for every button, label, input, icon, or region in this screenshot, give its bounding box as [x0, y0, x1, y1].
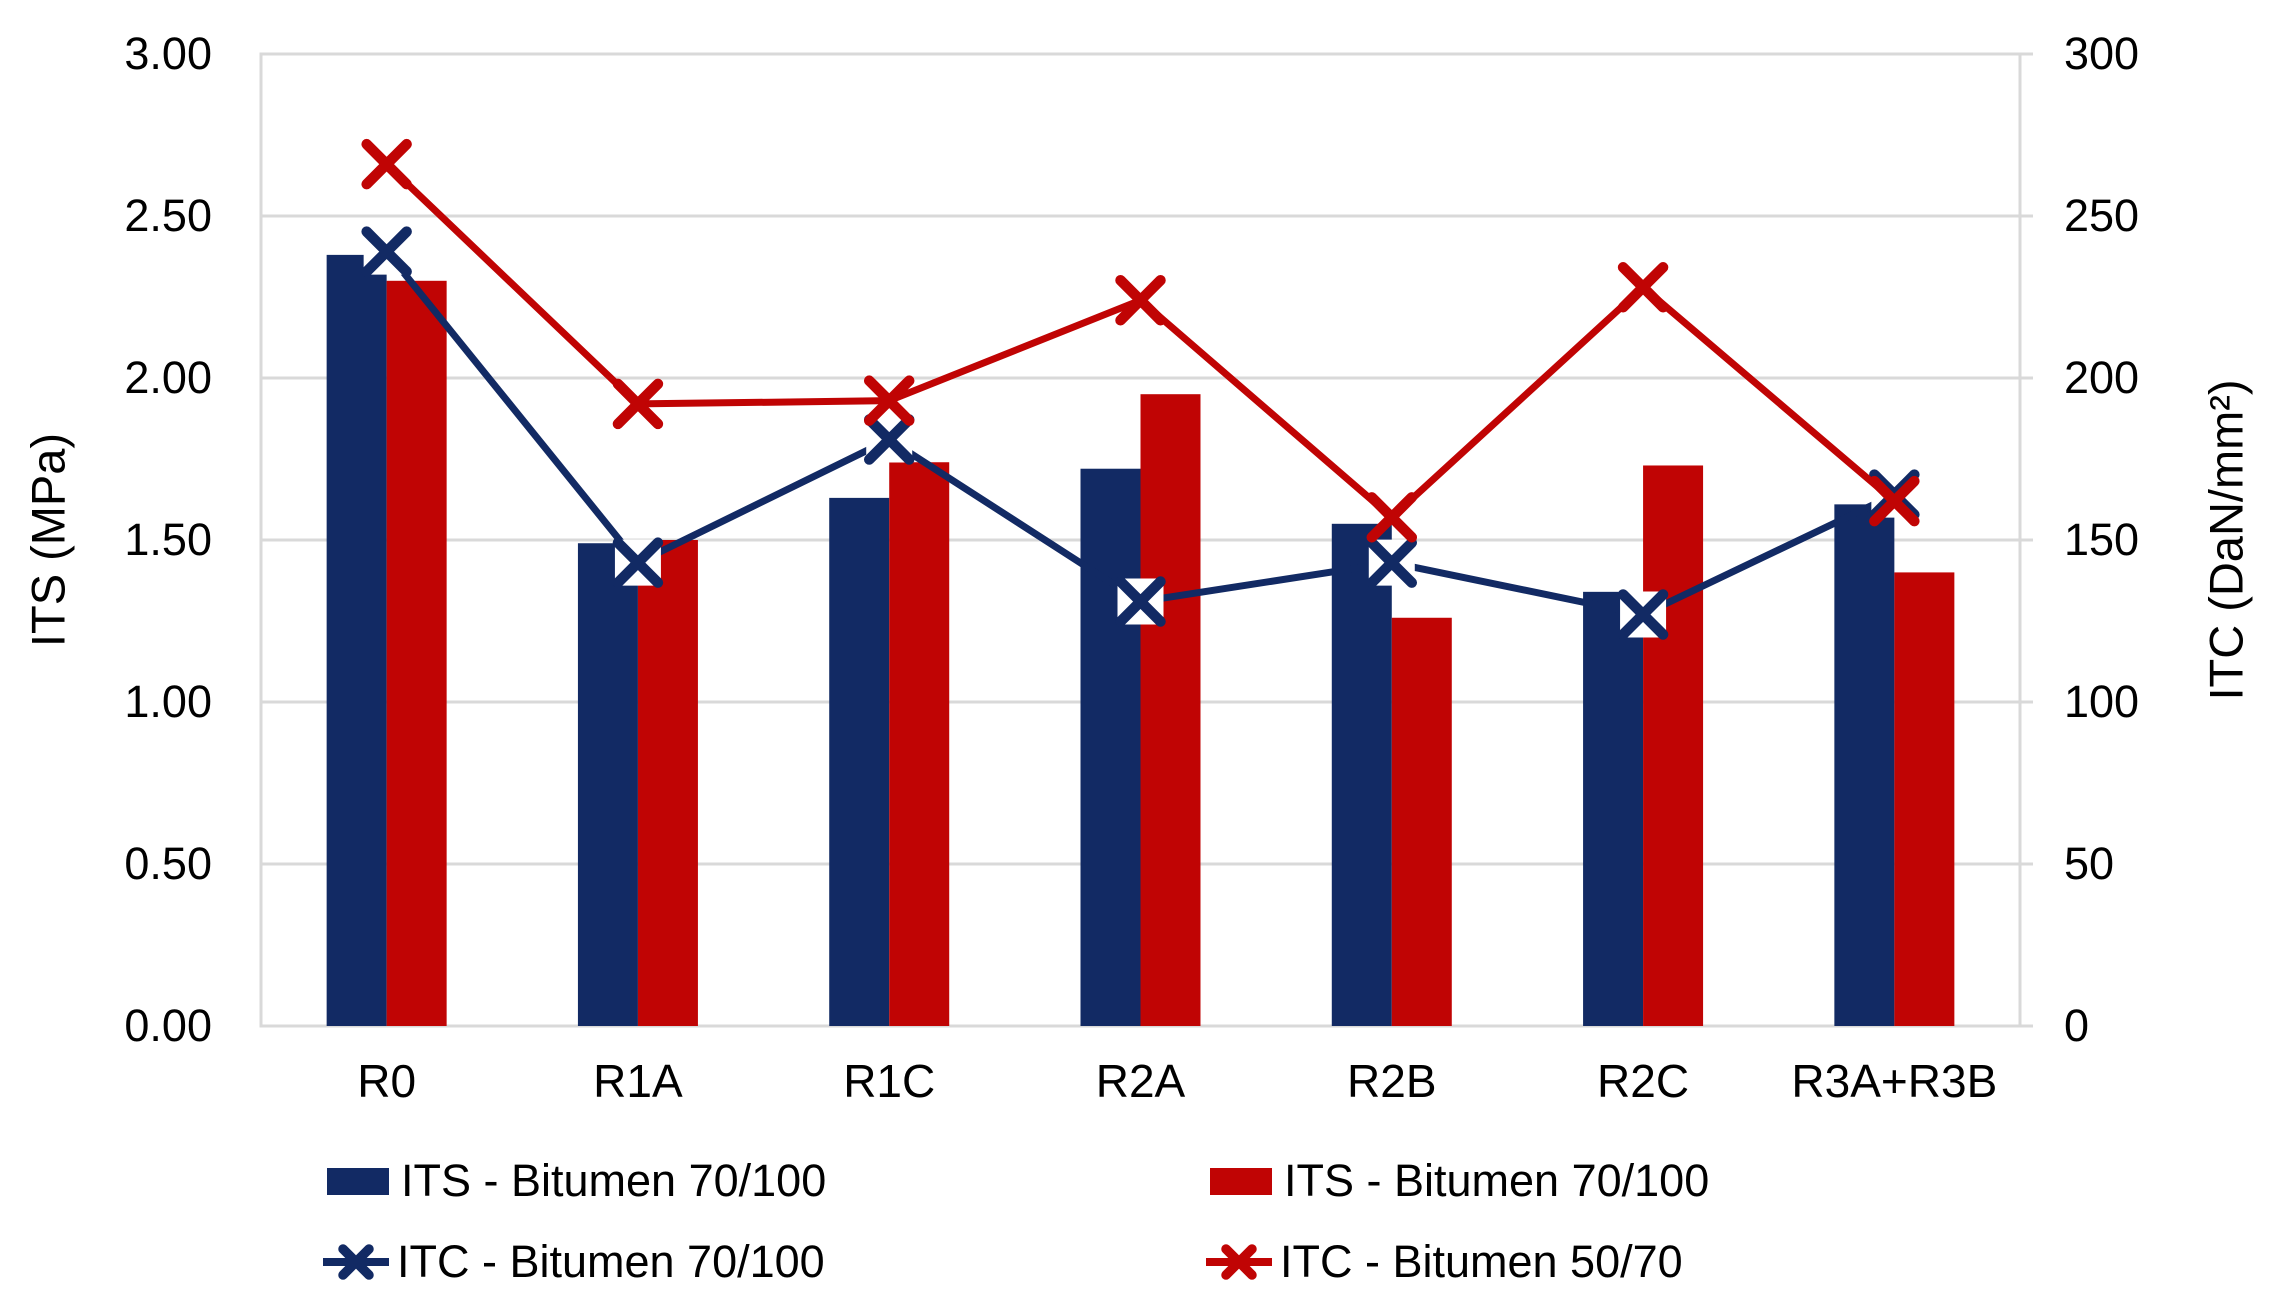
y-tick-right: 200 — [2064, 352, 2140, 403]
legend-label: ITS - Bitumen 70/100 — [401, 1155, 827, 1206]
x-marker-red-R2B — [1366, 492, 1418, 543]
x-category-label-R1C: R1C — [843, 1055, 936, 1107]
bar-red-R2A — [1140, 394, 1201, 1026]
bar-navy-R1C — [829, 497, 890, 1026]
y-tick-right: 100 — [2064, 676, 2140, 727]
legend-item-itc-red: ITC - Bitumen 50/70 — [1206, 1236, 1683, 1288]
x-category-label-R2C: R2C — [1597, 1055, 1690, 1107]
legend-label: ITS - Bitumen 70/100 — [1284, 1155, 1710, 1206]
y-tick-left: 2.50 — [124, 190, 212, 241]
bar-navy-R2C — [1583, 591, 1644, 1026]
legend-item-itc-navy: ITC - Bitumen 70/100 — [323, 1236, 825, 1288]
y-tick-right: 300 — [2064, 28, 2140, 79]
x-marker-navy-R1C — [863, 414, 915, 465]
x-marker-red-R1A — [612, 378, 664, 430]
x-marker-navy-R1A — [612, 537, 664, 588]
y-tick-right: 150 — [2064, 514, 2140, 565]
legend-label: ITC - Bitumen 70/100 — [397, 1236, 825, 1287]
bar-navy-R1A — [577, 543, 638, 1026]
x-marker-navy-R2C — [1617, 589, 1669, 640]
bar-red-R1A — [637, 540, 698, 1026]
y-tick-left: 1.00 — [124, 676, 212, 727]
x-category-label-R3A+R3B: R3A+R3B — [1791, 1055, 1998, 1107]
x-marker-navy-R0 — [361, 226, 412, 277]
bar-red-R3A+R3B — [1894, 572, 1955, 1026]
x-marker-navy-R2A — [1115, 576, 1166, 627]
x-category-label-R0: R0 — [357, 1055, 417, 1107]
y-axis-left-title: ITS (MPa) — [21, 432, 75, 648]
y-tick-left: 0.00 — [124, 1000, 212, 1051]
y-tick-left: 2.00 — [124, 352, 212, 403]
bar-navy-R2B — [1331, 523, 1392, 1026]
legend-swatch-line-red — [1206, 1236, 1272, 1288]
legend-item-its-red: ITS - Bitumen 70/100 — [1210, 1155, 1709, 1207]
legend-label: ITC - Bitumen 50/70 — [1280, 1236, 1683, 1287]
legend-swatch-bar-red — [1210, 1155, 1276, 1207]
y-tick-right: 250 — [2064, 190, 2140, 241]
y-tick-right: 0 — [2064, 1000, 2090, 1051]
x-category-label-R1A: R1A — [593, 1055, 683, 1107]
x-marker-red-R2A — [1115, 274, 1166, 326]
legend-swatch-line-navy — [323, 1236, 389, 1288]
bar-red-R2C — [1643, 465, 1704, 1027]
x-marker-red-R3A+R3B — [1869, 475, 1920, 527]
legend-swatch-bar-navy — [327, 1155, 393, 1207]
y-tick-left: 1.50 — [124, 514, 212, 565]
bar-navy-R3A+R3B — [1834, 504, 1895, 1026]
bar-navy-R0 — [326, 254, 387, 1026]
x-marker-red-R1C — [863, 375, 915, 426]
y-tick-right: 50 — [2064, 838, 2115, 889]
x-marker-navy-R2B — [1366, 537, 1418, 588]
y-tick-left: 0.50 — [124, 838, 212, 889]
bar-red-R1C — [889, 462, 950, 1026]
x-marker-red-R0 — [361, 138, 412, 190]
x-marker-red-R2C — [1617, 262, 1669, 313]
y-tick-left: 3.00 — [124, 28, 212, 79]
x-category-label-R2A: R2A — [1095, 1055, 1186, 1107]
legend-item-its-navy: ITS - Bitumen 70/100 — [327, 1155, 826, 1207]
bar-navy-R2A — [1080, 468, 1141, 1027]
x-category-label-R2B: R2B — [1347, 1055, 1437, 1107]
y-axis-right-title: ITC (DaN/mm²) — [2199, 379, 2253, 701]
bar-red-R2B — [1391, 617, 1452, 1026]
bar-red-R0 — [386, 280, 447, 1026]
